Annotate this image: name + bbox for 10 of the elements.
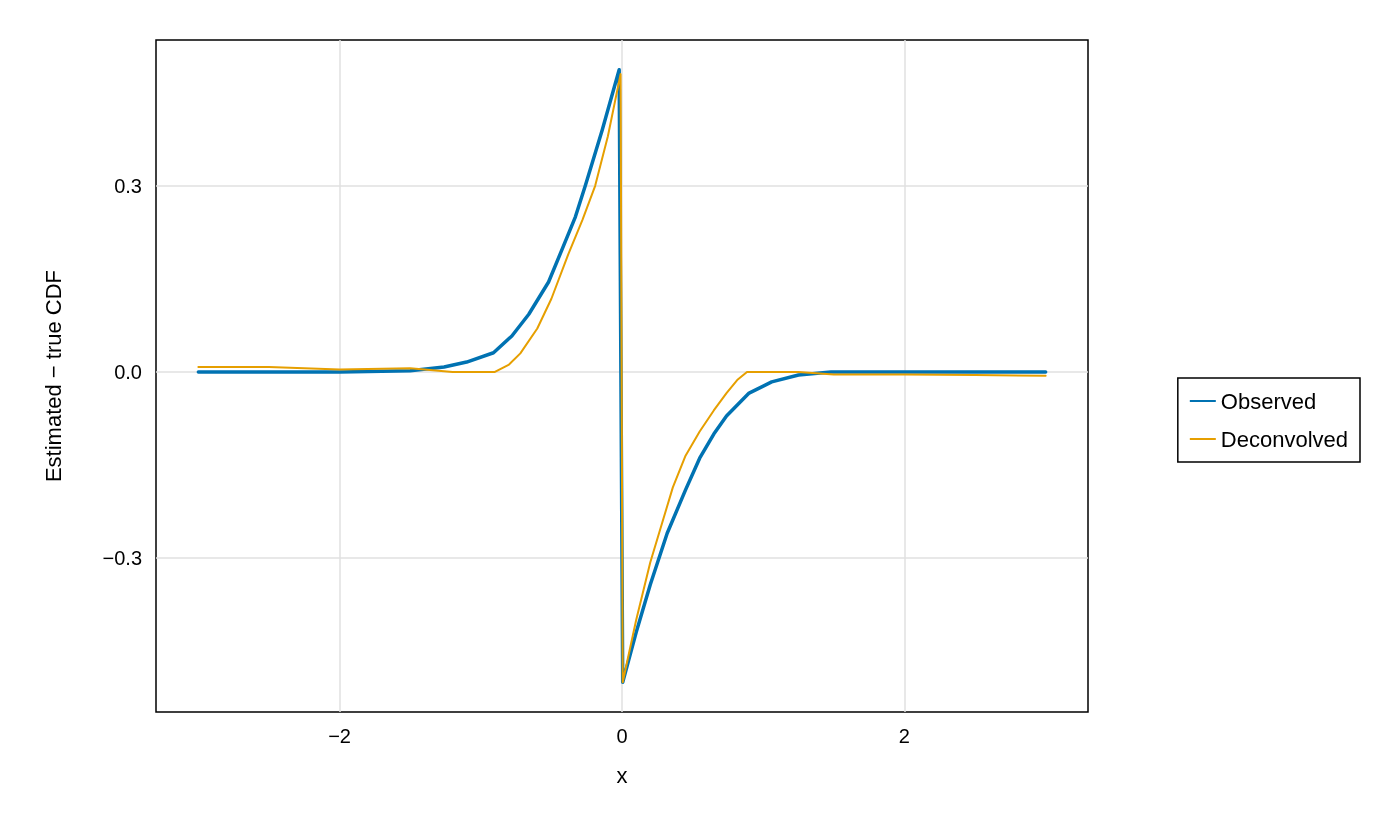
y-tick-label: 0.0 (114, 360, 142, 383)
legend-label: Observed (1220, 388, 1317, 414)
y-axis-title: Estimated − true CDF (40, 269, 66, 483)
y-tick-label: 0.3 (114, 174, 142, 197)
x-axis-title: x (616, 762, 628, 788)
x-tick-label: 2 (898, 725, 910, 747)
x-tick-label: −2 (328, 725, 351, 747)
y-tick-label: −0.3 (102, 547, 142, 570)
legend-label: Deconvolved (1220, 426, 1348, 452)
x-tick-label: 0 (616, 725, 628, 747)
